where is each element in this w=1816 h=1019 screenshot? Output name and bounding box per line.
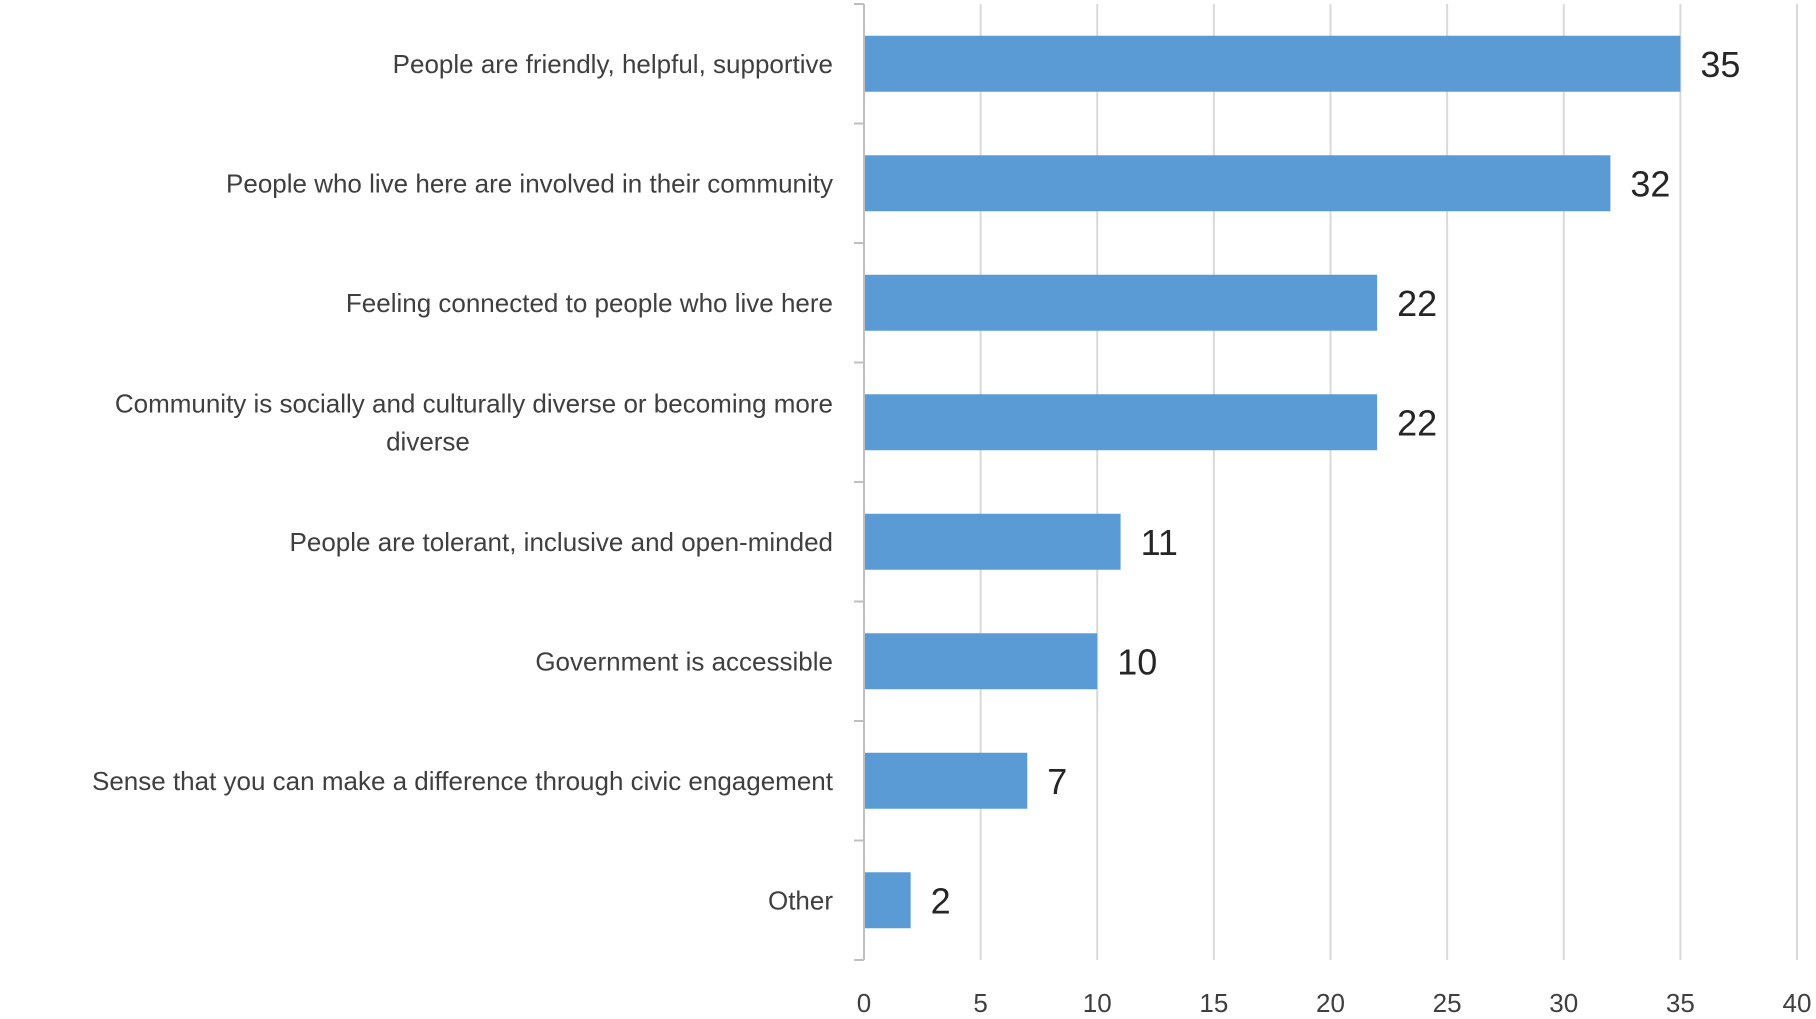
x-tick-label-10: 10	[1083, 988, 1112, 1018]
x-tick-label-20: 20	[1316, 988, 1345, 1018]
category-label-5: Government is accessible	[535, 646, 833, 676]
category-label-3: diverse	[386, 426, 470, 456]
data-labels: 35 32 22 22 11 10 7 2	[931, 44, 1741, 922]
y-axis	[854, 3, 865, 961]
bar-4	[865, 513, 1121, 570]
bar-0	[865, 35, 1681, 92]
bar-6	[865, 752, 1028, 809]
category-label-2: Feeling connected to people who live her…	[346, 288, 833, 318]
data-label-5: 10	[1117, 641, 1157, 682]
x-axis-tick-labels: 0 5 10 15 20 25 30 35 40	[857, 988, 1812, 1018]
bar-7	[865, 872, 911, 929]
bar-2	[865, 274, 1378, 331]
category-label-1: People who live here are involved in the…	[226, 168, 833, 198]
data-label-6: 7	[1047, 761, 1067, 802]
bar-1	[865, 155, 1611, 212]
data-label-7: 2	[931, 880, 951, 921]
data-label-0: 35	[1700, 44, 1740, 85]
x-tick-label-35: 35	[1666, 988, 1695, 1018]
category-labels: People are friendly, helpful, supportive…	[92, 49, 834, 916]
category-label-7: Other	[768, 885, 833, 915]
category-label-4: People are tolerant, inclusive and open-…	[290, 527, 833, 557]
x-tick-label-0: 0	[857, 988, 871, 1018]
category-label-6: Sense that you can make a difference thr…	[92, 766, 834, 796]
bar-3	[865, 394, 1378, 451]
data-label-1: 32	[1630, 163, 1670, 204]
x-tick-label-25: 25	[1433, 988, 1462, 1018]
x-tick-label-5: 5	[973, 988, 987, 1018]
x-tick-label-30: 30	[1549, 988, 1578, 1018]
category-label-3: Community is socially and culturally div…	[115, 388, 833, 418]
data-label-4: 11	[1141, 522, 1178, 563]
data-label-2: 22	[1397, 283, 1437, 324]
category-label-0: People are friendly, helpful, supportive	[393, 49, 833, 79]
x-tick-label-40: 40	[1783, 988, 1812, 1018]
bar-5	[865, 633, 1098, 690]
gridlines	[979, 4, 1798, 960]
data-label-3: 22	[1397, 402, 1437, 443]
x-tick-label-15: 15	[1199, 988, 1228, 1018]
bars	[865, 35, 1681, 929]
